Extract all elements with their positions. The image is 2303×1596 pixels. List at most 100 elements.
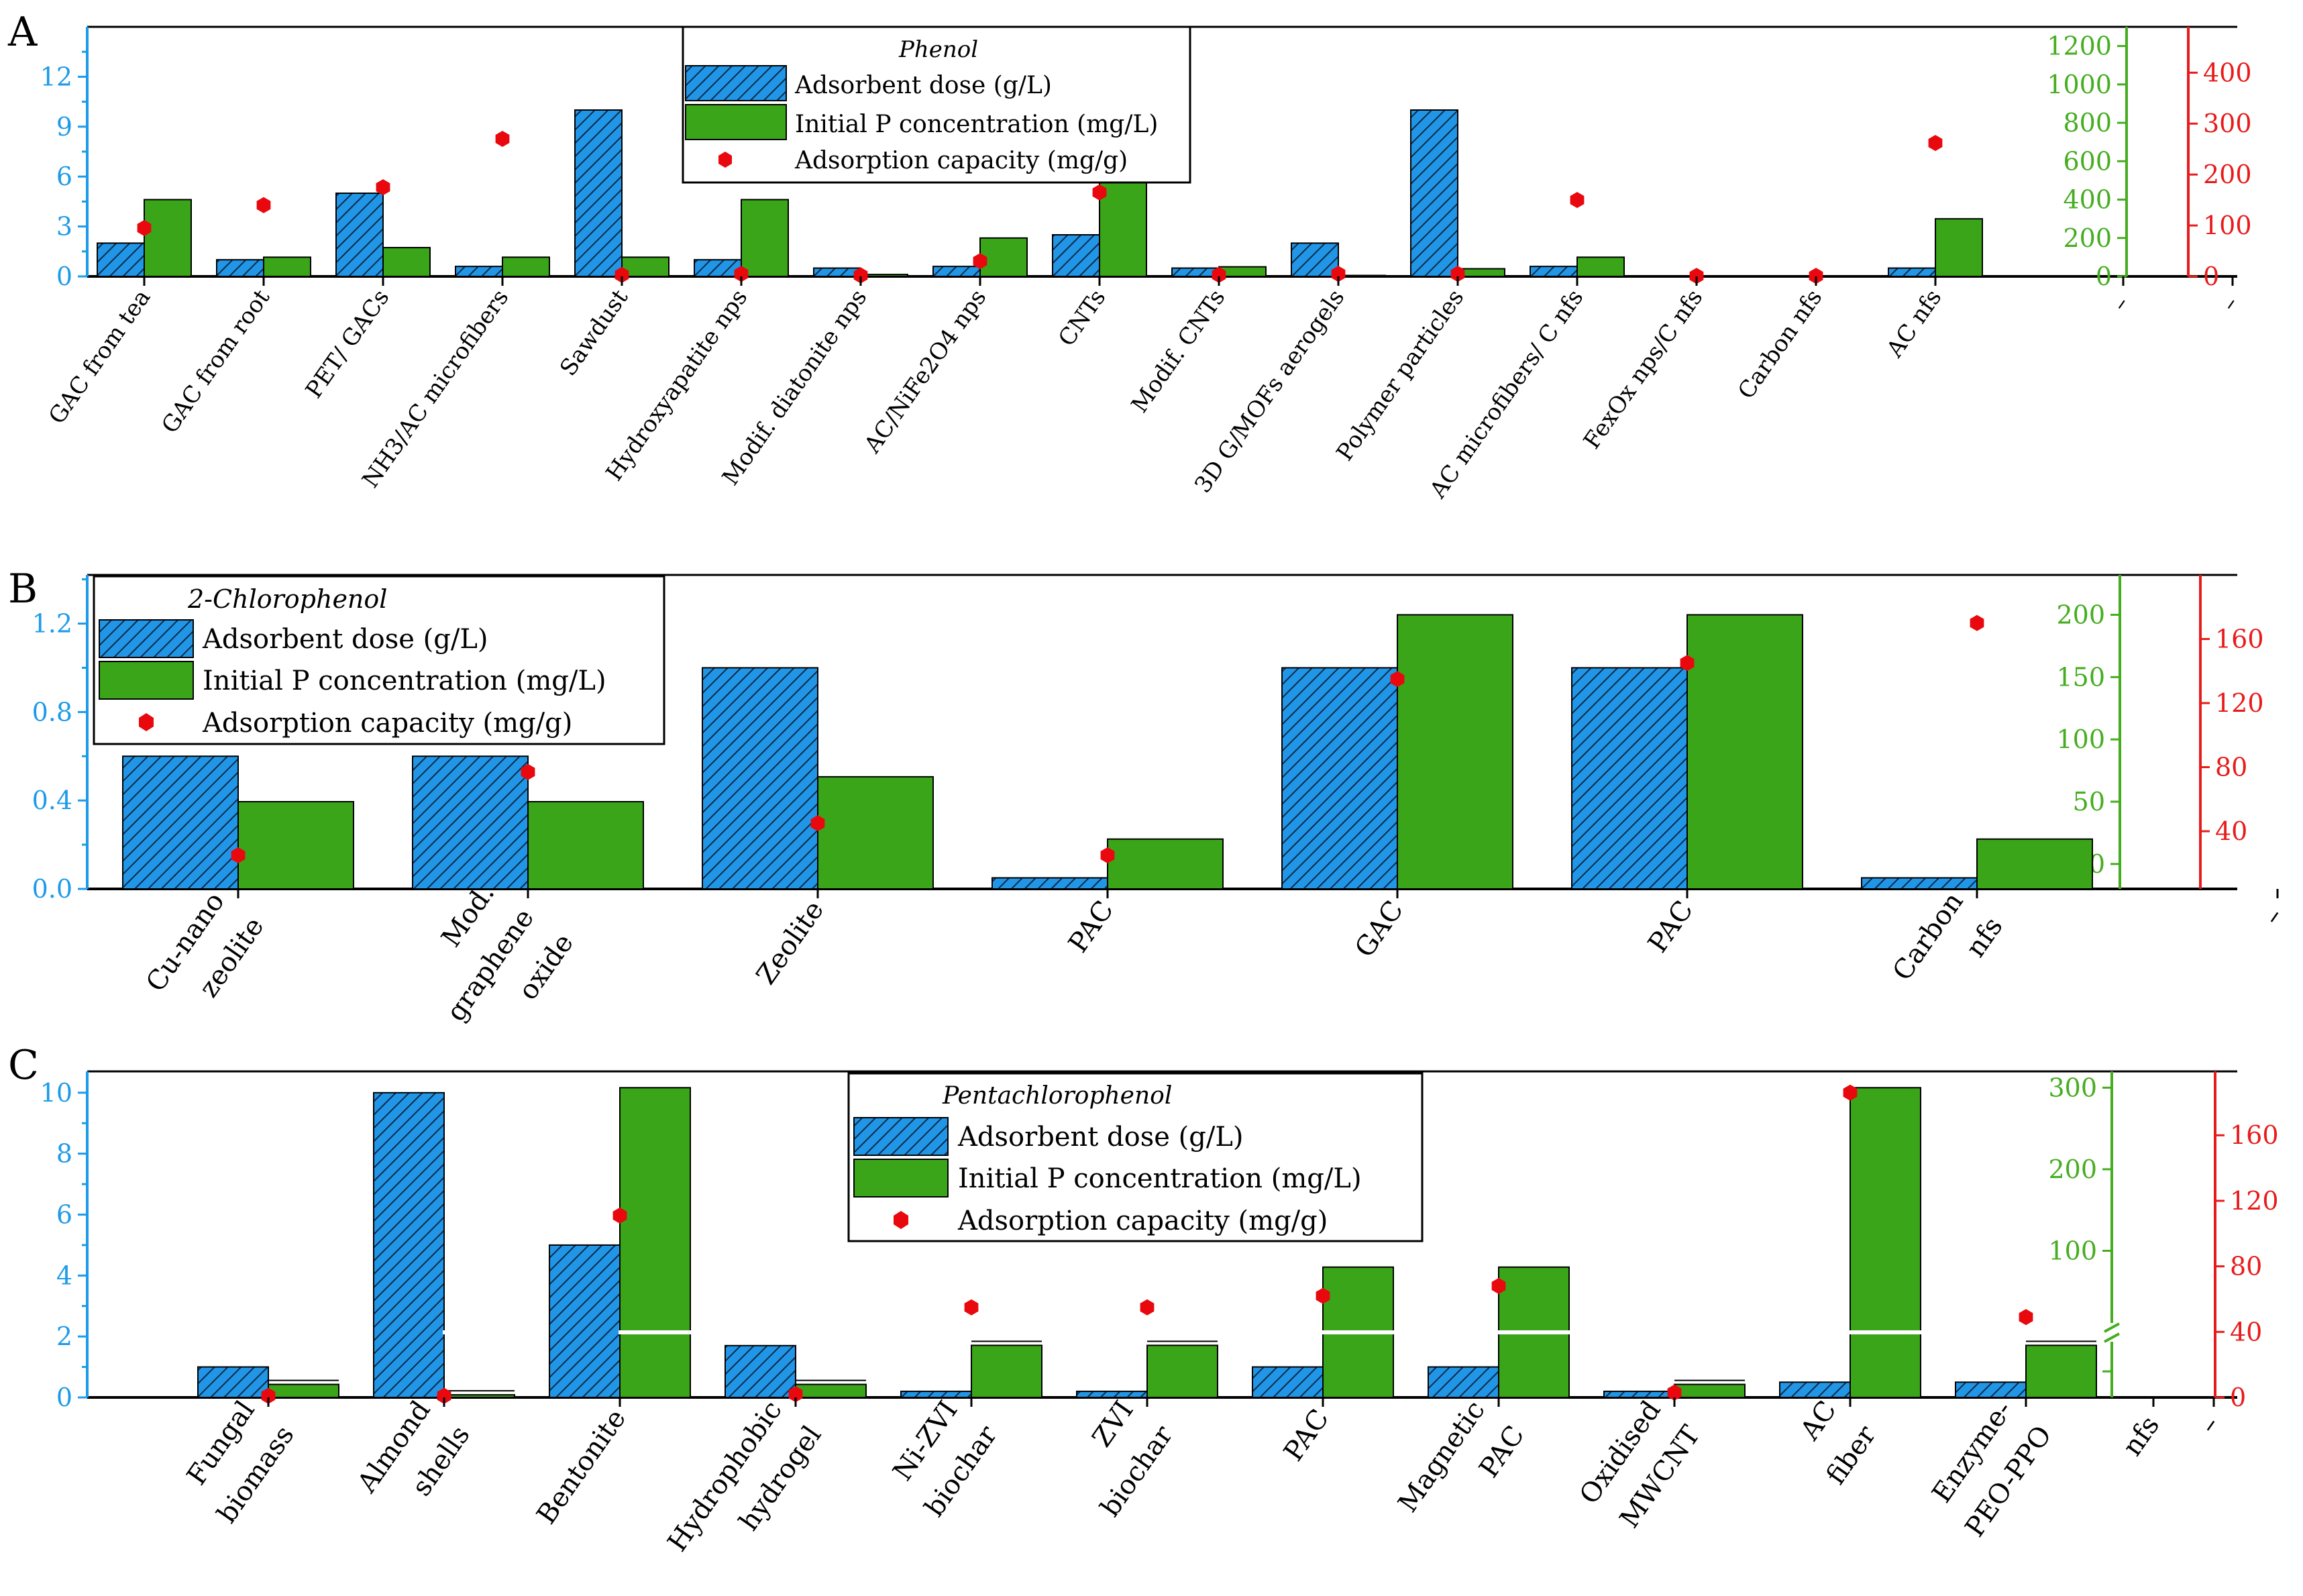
- dose-bar: [197, 1366, 269, 1399]
- dose-bar: [1291, 242, 1339, 277]
- legend-label-dose: Adsorbent dose (g/L): [957, 1122, 1244, 1153]
- capacity-point: [521, 763, 535, 780]
- legend-title: 2-Chlorophenol: [187, 584, 387, 614]
- capacity-point: [734, 266, 749, 282]
- red-tick-label: 160: [2215, 625, 2264, 654]
- left-axis-ticks: 0 3 6 9 12: [40, 50, 87, 291]
- x-tick-label: GAC from tea: [44, 284, 156, 429]
- dose-bar: [813, 267, 861, 278]
- capacity-point: [1212, 266, 1226, 283]
- legend-box: [93, 575, 665, 745]
- red-tick-label: 80: [2230, 1252, 2262, 1281]
- red-tick-label: 200: [2203, 160, 2252, 189]
- capacity-points: [231, 615, 1984, 863]
- dose-bar: [725, 1344, 796, 1398]
- green-tick-label: 600: [2063, 146, 2112, 176]
- capacity-point: [1680, 655, 1695, 672]
- green-tick-label: 100: [2056, 725, 2105, 754]
- legend-swatch-conc: [99, 661, 194, 700]
- x-tick-label: –: [2257, 902, 2290, 930]
- green-tick-label: 200: [2063, 223, 2112, 253]
- concentration-bar: [741, 199, 789, 277]
- green-tick-label: 100: [2048, 1236, 2097, 1265]
- capacity-point: [231, 847, 246, 863]
- red-tick-label: 0: [2203, 262, 2219, 291]
- x-tick-label: AC: [1794, 1395, 1842, 1446]
- left-tick-label: 6: [56, 162, 72, 191]
- red-tick-label: 160: [2230, 1120, 2279, 1150]
- dose-bar: [1603, 1390, 1675, 1398]
- legend-label-cap: Adsorption capacity (mg/g): [794, 147, 1128, 174]
- dose-bar: [1428, 1366, 1499, 1399]
- legend-label-conc: Initial P concentration (mg/L): [958, 1163, 1362, 1194]
- x-tick-label: PAC: [1278, 1403, 1335, 1467]
- x-tick-label: PAC: [1473, 1420, 1530, 1483]
- capacity-point: [1843, 1084, 1858, 1101]
- capacity-point: [437, 1387, 451, 1404]
- green-axis-ticks: 0.1100200300: [2048, 1073, 2112, 1386]
- concentration-bar: [1576, 256, 1625, 277]
- legend-label-dose: Adsorbent dose (g/L): [202, 624, 488, 655]
- dose-bar: [1571, 667, 1688, 890]
- capacity-point: [256, 197, 271, 213]
- capacity-point: [614, 266, 629, 283]
- dose-bar: [1052, 234, 1100, 277]
- concentration-bar: [971, 1344, 1042, 1399]
- capacity-point: [1491, 1277, 1506, 1294]
- x-tick-label: Modif. CNTs: [1126, 284, 1231, 418]
- legend-title: Phenol: [898, 36, 978, 63]
- concentration-bar: [144, 199, 192, 277]
- dose-bar: [373, 1092, 445, 1399]
- dose-bar: [574, 109, 623, 277]
- red-axis-ticks: 40 80 120 160: [2200, 625, 2264, 846]
- dose-bar: [455, 266, 503, 277]
- left-axis-ticks: 0 2 4 6 8 10: [40, 1078, 87, 1412]
- dose-bar: [122, 755, 239, 890]
- axis-break-mark: [2104, 1332, 2120, 1343]
- legend: 2-Chlorophenol Adsorbent dose (g/L) Init…: [93, 575, 665, 745]
- capacity-point: [376, 179, 390, 196]
- x-tick-label: CNTs: [1053, 284, 1111, 351]
- green-tick-label: 800: [2063, 108, 2112, 138]
- panel-label: C: [8, 1042, 39, 1089]
- capacity-point: [1092, 184, 1107, 201]
- red-tick-label: 400: [2203, 58, 2252, 87]
- green-tick-label: 200: [2048, 1155, 2097, 1184]
- concentration-bar: [443, 1394, 515, 1399]
- capacity-point: [1316, 1287, 1330, 1304]
- left-tick-label: 9: [56, 112, 72, 142]
- dose-bar: [97, 242, 145, 277]
- dose-bar: [216, 259, 264, 278]
- left-tick-label: 1.2: [32, 609, 72, 639]
- capacity-point: [1809, 268, 1823, 284]
- x-tick-label: PAC: [1642, 895, 1699, 958]
- dose-bar: [1888, 267, 1936, 278]
- concentration-bar: [1397, 614, 1513, 890]
- left-tick-label: 0: [56, 1383, 72, 1412]
- red-tick-label: 300: [2203, 109, 2252, 138]
- green-tick-label: 1000: [2047, 70, 2112, 99]
- x-tick-label: PET/ GACs: [301, 284, 394, 403]
- left-tick-label: 6: [56, 1200, 72, 1229]
- left-tick-label: 0.0: [32, 874, 72, 904]
- red-tick-label: 100: [2203, 211, 2252, 240]
- dose-bar: [1076, 1390, 1148, 1398]
- dose-bar: [549, 1244, 621, 1399]
- bars: [122, 614, 2093, 890]
- left-tick-label: 0.8: [32, 697, 72, 727]
- legend-swatch-cap: [718, 152, 732, 168]
- red-axis-ticks: 0 40 80 120 160: [2215, 1120, 2279, 1412]
- red-tick-label: 120: [2230, 1186, 2279, 1216]
- panel-label: B: [8, 566, 38, 613]
- capacity-point: [1331, 266, 1346, 282]
- capacity-point: [788, 1386, 803, 1403]
- legend: Phenol Adsorbent dose (g/L) Initial P co…: [682, 25, 1191, 184]
- capacity-point: [1970, 615, 1984, 631]
- capacity-point: [853, 267, 868, 284]
- left-tick-label: 2: [56, 1322, 72, 1351]
- dose-bar: [1410, 109, 1458, 277]
- capacity-points: [261, 1084, 2033, 1404]
